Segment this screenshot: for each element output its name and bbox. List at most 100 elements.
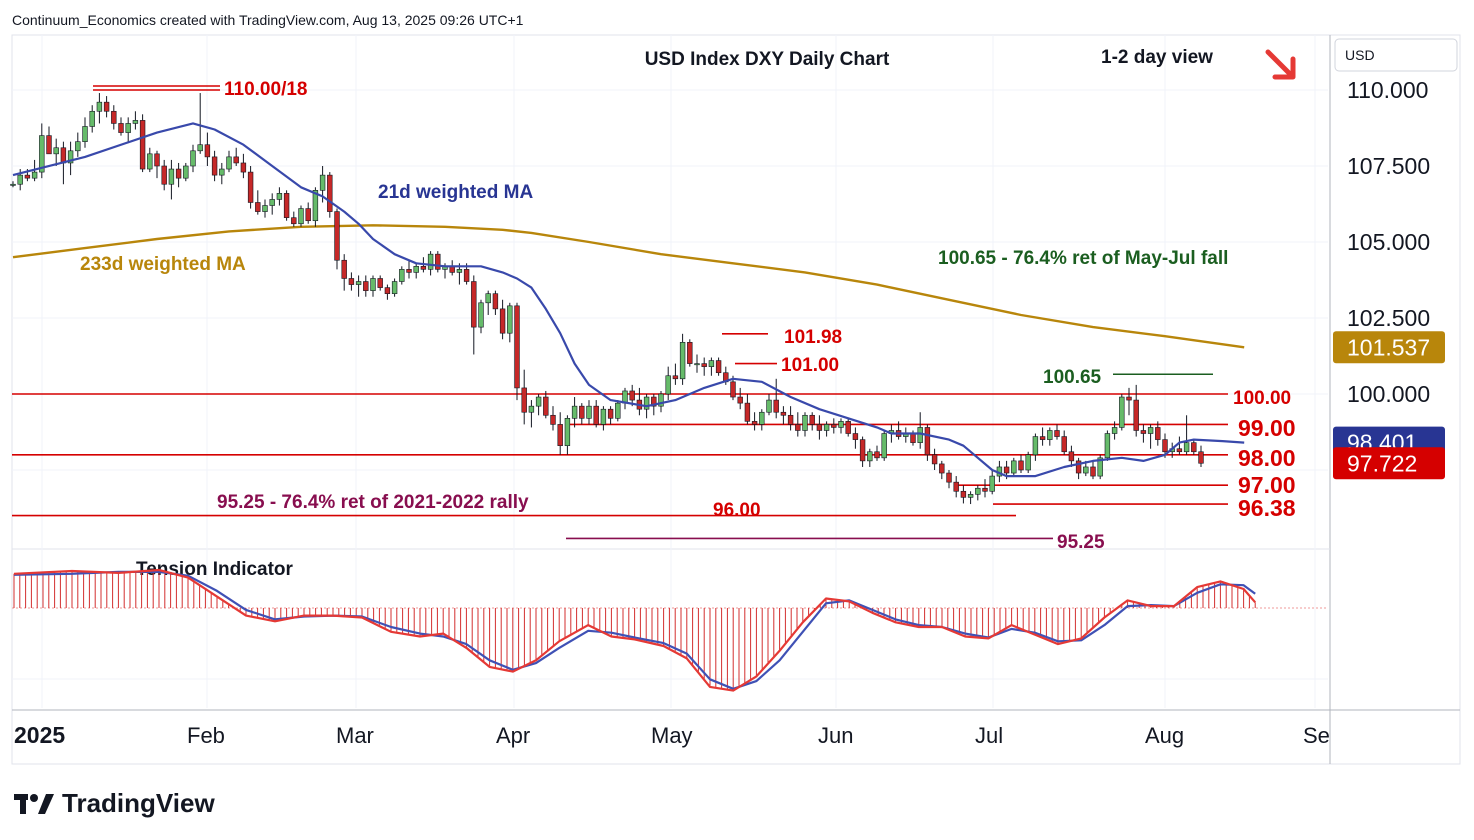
x-tick-label: Jun <box>818 723 853 748</box>
ma233-line <box>12 224 1245 349</box>
ma233-path <box>12 224 1245 349</box>
candle-body <box>593 405 599 425</box>
candle-body <box>1104 433 1111 459</box>
candle-body <box>694 363 700 366</box>
level-label-lvl-97: 97.00 <box>1238 472 1296 498</box>
candle-body <box>1140 430 1147 434</box>
price-tag-label: 97.722 <box>1347 450 1417 476</box>
down-arrow-head <box>1272 56 1296 80</box>
candle-body <box>399 269 405 282</box>
candle-body <box>478 302 484 328</box>
candle-body <box>629 390 635 401</box>
x-tick-label: 2025 <box>14 722 65 748</box>
candle-body <box>17 174 23 185</box>
candle-body <box>471 281 477 328</box>
candle-body <box>766 399 772 413</box>
level-label-lvl-100: 100.00 <box>1233 388 1291 409</box>
candle-body <box>751 421 758 425</box>
tradingview-logo[interactable]: TradingView <box>14 788 215 819</box>
chart-labels: USD Index DXY Daily Chart 1-2 day view 110… <box>80 47 1296 553</box>
candle-body <box>737 396 743 404</box>
candle-body <box>1183 442 1190 453</box>
candle-body <box>456 269 463 273</box>
y-tick-label: 105.000 <box>1347 229 1430 255</box>
down-arrow-shaft <box>1265 49 1293 77</box>
candle-body <box>247 171 254 203</box>
candle-body <box>586 405 592 419</box>
candle-body <box>687 342 693 364</box>
candle-body <box>838 421 844 428</box>
candle-body <box>514 305 520 389</box>
candle-body <box>1198 451 1204 464</box>
candle-body <box>420 266 427 270</box>
candle-body <box>1133 399 1139 431</box>
candle-body <box>557 424 563 446</box>
candle-body <box>298 208 304 225</box>
ma21-path <box>12 122 1245 478</box>
candle-body <box>1176 448 1183 453</box>
candle-body <box>118 123 124 133</box>
candle-body <box>615 402 621 419</box>
candle-body <box>773 399 779 413</box>
candle-body <box>845 421 851 434</box>
candle-body <box>989 475 995 492</box>
candle-body <box>334 211 340 261</box>
candle-body <box>226 156 232 170</box>
candle-body <box>1090 466 1096 477</box>
note-ret-10065: 100.65 - 76.4% ret of May-Jul fall <box>938 248 1228 269</box>
currency-box <box>1334 38 1458 72</box>
time-axis[interactable]: 2025 Feb Mar Apr May Jun Jul Aug Se <box>14 722 1330 748</box>
candle-body <box>665 375 671 395</box>
candle-body <box>435 253 441 270</box>
candle-body <box>744 402 751 422</box>
candle-body <box>262 205 268 212</box>
level-label-lvl-10065: 100.65 <box>1043 367 1102 388</box>
candle-body <box>535 396 542 407</box>
candle-body <box>197 144 203 152</box>
tension-fast-line <box>13 568 1257 692</box>
candle-body <box>125 123 131 133</box>
candle-body <box>651 396 657 407</box>
level-label-lvl-96: 96.00 <box>713 500 761 521</box>
level-label-lvl-9638: 96.38 <box>1238 495 1296 521</box>
level-label-lvl-98: 98.00 <box>1238 445 1296 471</box>
candle-body <box>427 253 434 270</box>
candle-body <box>831 424 837 428</box>
candle-body <box>89 110 95 127</box>
candle-body <box>391 281 398 294</box>
candle-body <box>305 208 311 222</box>
candle-body <box>874 451 880 459</box>
candle-body <box>924 427 931 456</box>
down-arrow-icon <box>1265 49 1296 80</box>
candle-body <box>147 153 153 170</box>
candle-body <box>175 168 182 179</box>
candle-body <box>24 174 31 179</box>
candle-body <box>715 360 722 374</box>
candle-body <box>521 387 527 413</box>
candle-body <box>802 414 808 431</box>
chart-title: USD Index DXY Daily Chart <box>645 49 890 70</box>
chart-frame <box>11 34 1461 765</box>
candle-body <box>946 472 952 483</box>
price-axis[interactable]: USD 110.000 107.500 105.000 102.500 100.000 10… <box>1333 38 1458 480</box>
candle-body <box>1075 460 1082 474</box>
currency-label: USD <box>1345 47 1375 63</box>
candle-body <box>190 150 196 167</box>
level-label-lvl-9525: 95.25 <box>1057 532 1105 553</box>
candle-body <box>233 156 239 164</box>
candle-body <box>240 162 247 173</box>
candle-body <box>939 463 945 474</box>
x-tick-label: May <box>651 723 693 748</box>
note-ret-9525: 95.25 - 76.4% ret of 2021-2022 rally <box>217 492 529 513</box>
candle-body <box>1047 430 1053 440</box>
tension-indicator-pane: Tension Indicator <box>12 559 1328 692</box>
level-lines <box>12 85 1228 540</box>
candle-body <box>46 135 52 155</box>
candle-body <box>348 278 355 285</box>
candle-body <box>550 414 556 425</box>
y-tick-label: 100.000 <box>1347 381 1430 407</box>
candle-body <box>1011 460 1017 474</box>
y-tick-label: 102.500 <box>1347 305 1430 331</box>
candle-body <box>867 451 873 462</box>
